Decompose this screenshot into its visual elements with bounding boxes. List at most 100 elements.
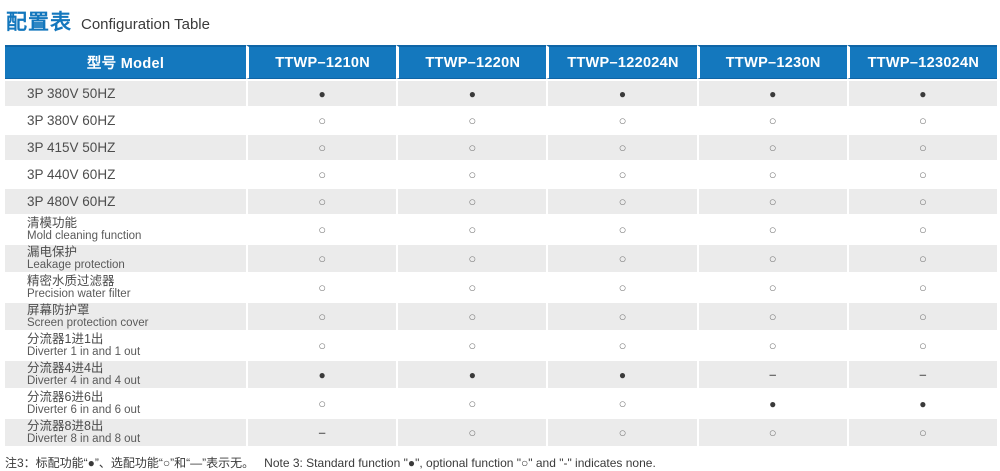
optional-function-icon: ○ (768, 308, 777, 324)
optional-function-icon: ○ (618, 308, 627, 324)
config-value-cell: ○ (546, 160, 697, 187)
row-label-zh: 3P 380V 50HZ (27, 86, 116, 101)
config-value-cell: ○ (846, 106, 997, 133)
optional-function-icon: ○ (468, 395, 477, 411)
config-value-cell: ○ (696, 243, 847, 272)
optional-function-icon: ○ (318, 308, 327, 324)
config-value-cell: ○ (846, 160, 997, 187)
optional-function-icon: ○ (468, 166, 477, 182)
optional-function-icon: ○ (918, 337, 927, 353)
optional-function-icon: ○ (918, 166, 927, 182)
row-label-en: Diverter 6 in and 6 out (27, 404, 141, 416)
model-header-zh: 型号 (86, 56, 117, 72)
optional-function-icon: ○ (618, 337, 627, 353)
row-label-cell: 分流器8进8出 Diverter 8 in and 8 out (5, 417, 247, 446)
optional-function-icon: ○ (768, 221, 777, 237)
optional-function-icon: ○ (768, 166, 777, 182)
config-value-cell: ○ (396, 272, 547, 301)
optional-function-icon: ○ (768, 279, 777, 295)
table-row: 分流器4进4出 Diverter 4 in and 4 out ● ● ● – – (5, 359, 997, 388)
config-value-cell: ○ (396, 388, 547, 417)
config-value-cell: ● (396, 359, 547, 388)
config-value-cell: ● (546, 79, 697, 106)
row-label-cell: 清模功能 Mold cleaning function (5, 214, 247, 243)
config-value-cell: ○ (846, 214, 997, 243)
config-value-cell: ○ (396, 133, 547, 160)
row-label-cell: 分流器4进4出 Diverter 4 in and 4 out (5, 359, 247, 388)
config-value-cell: ○ (546, 272, 697, 301)
optional-function-icon: ○ (618, 279, 627, 295)
optional-function-icon: ○ (918, 279, 927, 295)
configuration-table: 型号 Model TTWP–1210N TTWP–1220N TTWP–122024… (5, 45, 997, 446)
config-value-cell: ○ (546, 417, 697, 446)
row-label-en: Leakage protection (27, 259, 125, 271)
standard-function-icon: ● (318, 367, 326, 382)
standard-function-icon: ● (769, 86, 777, 101)
table-row: 分流器1进1出 Diverter 1 in and 1 out ○ ○ ○ ○ ○ (5, 330, 997, 359)
optional-function-icon: ○ (768, 112, 777, 128)
optional-function-icon: ○ (618, 395, 627, 411)
row-label-zh: 3P 440V 60HZ (27, 167, 116, 182)
optional-function-icon: ○ (918, 193, 927, 209)
config-value-cell: ○ (696, 160, 847, 187)
config-value-cell: ○ (546, 301, 697, 330)
config-value-cell: ○ (696, 330, 847, 359)
row-label-zh: 分流器4进4出 (27, 361, 104, 375)
config-value-cell: ● (846, 388, 997, 417)
optional-function-icon: ○ (468, 337, 477, 353)
row-label-zh: 清模功能 (27, 216, 78, 230)
config-value-cell: ○ (846, 133, 997, 160)
optional-function-icon: ○ (468, 139, 477, 155)
page-title-en: Configuration Table (81, 16, 210, 33)
config-value-cell: – (246, 417, 397, 446)
optional-function-icon: ○ (318, 139, 327, 155)
config-value-cell: ○ (846, 330, 997, 359)
row-label-zh: 分流器8进8出 (27, 419, 104, 433)
config-value-cell: ○ (396, 214, 547, 243)
row-label-cell: 3P 415V 50HZ (5, 133, 247, 160)
config-value-cell: ○ (396, 301, 547, 330)
row-label-en: Diverter 4 in and 4 out (27, 375, 141, 387)
footnote-en: Note 3: Standard function "●", optional … (264, 456, 656, 470)
table-row: 分流器6进6出 Diverter 6 in and 6 out ○ ○ ○ ● ● (5, 388, 997, 417)
row-label-zh: 3P 415V 50HZ (27, 140, 116, 155)
row-label-en: Screen protection cover (27, 317, 149, 329)
config-value-cell: ○ (396, 330, 547, 359)
config-value-cell: ○ (246, 214, 397, 243)
row-label-cell: 漏电保护 Leakage protection (5, 243, 247, 272)
standard-function-icon: ● (618, 367, 627, 382)
row-label-zh: 分流器6进6出 (27, 390, 104, 404)
standard-function-icon: ● (468, 86, 476, 101)
config-value-cell: ○ (846, 301, 997, 330)
none-dash-icon: – (318, 424, 326, 440)
optional-function-icon: ○ (918, 112, 927, 128)
row-label-en: Mold cleaning function (27, 230, 142, 242)
table-row: 3P 415V 50HZ ○ ○ ○ ○ ○ (5, 133, 997, 160)
config-value-cell: ● (846, 79, 997, 106)
config-value-cell: ○ (696, 187, 847, 214)
config-value-cell: ○ (396, 106, 547, 133)
config-value-cell: ○ (846, 243, 997, 272)
optional-function-icon: ○ (468, 112, 477, 128)
optional-function-icon: ○ (318, 193, 327, 209)
standard-function-icon: ● (468, 367, 476, 382)
standard-function-icon: ● (919, 396, 927, 411)
optional-function-icon: ○ (468, 250, 477, 266)
config-value-cell: ● (396, 79, 547, 106)
table-row: 3P 380V 60HZ ○ ○ ○ ○ ○ (5, 106, 997, 133)
config-value-cell: ○ (696, 133, 847, 160)
optional-function-icon: ○ (318, 337, 327, 353)
optional-function-icon: ○ (318, 279, 327, 295)
optional-function-icon: ○ (918, 308, 927, 324)
column-header-4: TTWP–1230N (696, 45, 847, 79)
optional-function-icon: ○ (918, 424, 927, 440)
optional-function-icon: ○ (468, 424, 477, 440)
row-label-cell: 精密水质过滤器 Precision water filter (5, 272, 247, 301)
row-label-en: Precision water filter (27, 288, 131, 300)
row-label-en: Diverter 8 in and 8 out (27, 433, 141, 445)
standard-function-icon: ● (318, 86, 326, 101)
table-row: 精密水质过滤器 Precision water filter ○ ○ ○ ○ ○ (5, 272, 997, 301)
config-value-cell: ○ (246, 330, 397, 359)
optional-function-icon: ○ (618, 166, 627, 182)
config-value-cell: ○ (546, 243, 697, 272)
